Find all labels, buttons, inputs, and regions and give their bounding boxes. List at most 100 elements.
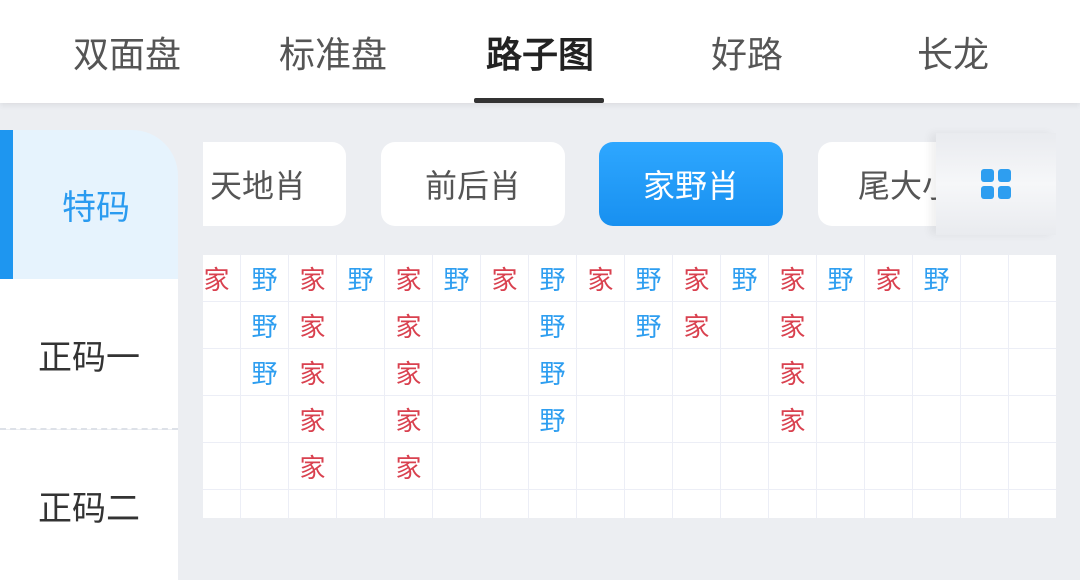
road-cell (913, 396, 961, 443)
road-cell (769, 443, 817, 490)
road-cell: 家 (289, 396, 337, 443)
road-cell (203, 396, 241, 443)
active-indicator (0, 130, 13, 279)
road-cell (913, 490, 961, 518)
road-cell (817, 443, 865, 490)
road-cell (529, 443, 577, 490)
road-cell: 野 (241, 302, 289, 349)
filter-jiaye[interactable]: 家野肖 (599, 142, 783, 226)
sidebar-item-label: 正码一 (38, 337, 140, 378)
road-cell: 家 (385, 396, 433, 443)
road-cell: 家 (577, 255, 625, 302)
road-cell: 野 (337, 255, 385, 302)
road-cell (577, 349, 625, 396)
road-cell (865, 396, 913, 443)
road-cell (1009, 349, 1056, 396)
road-cell (865, 443, 913, 490)
road-cell (241, 443, 289, 490)
road-cell: 家 (769, 302, 817, 349)
sidebar-item-tema[interactable]: 特码 (0, 130, 178, 279)
road-cell: 家 (769, 255, 817, 302)
road-cell: 家 (289, 349, 337, 396)
road-cell (673, 349, 721, 396)
road-cell (817, 302, 865, 349)
road-cell (433, 490, 481, 518)
grid-menu-button[interactable] (936, 133, 1056, 235)
filter-qianhou[interactable]: 前后肖 (381, 142, 565, 226)
road-cell (625, 396, 673, 443)
road-cell (481, 302, 529, 349)
road-cell: 野 (625, 255, 673, 302)
tab-3[interactable]: 好路 (710, 34, 783, 76)
road-cell: 家 (289, 302, 337, 349)
road-cell (1009, 255, 1056, 302)
road-cell: 野 (625, 302, 673, 349)
road-cell (865, 490, 913, 518)
road-cell: 家 (481, 255, 529, 302)
road-cell: 家 (673, 302, 721, 349)
road-cell (913, 443, 961, 490)
road-cell (337, 443, 385, 490)
road-cell (625, 490, 673, 518)
road-cell (433, 349, 481, 396)
filter-weidaxiao[interactable]: 尾大小 (818, 142, 936, 226)
road-board: 家野野野家家家家家野家家家家家野家野野野野家野野家家野家家家家野家野 (203, 255, 1056, 518)
road-cell: 家 (865, 255, 913, 302)
sidebar-item-zhengma-1[interactable]: 正码一 (0, 279, 178, 429)
road-cell (577, 302, 625, 349)
road-cell (481, 349, 529, 396)
grid-icon (981, 169, 1011, 199)
road-cell (721, 349, 769, 396)
road-cell (241, 396, 289, 443)
road-cell (913, 302, 961, 349)
road-cell (721, 490, 769, 518)
filter-label: 前后肖 (424, 167, 521, 205)
road-cell (577, 490, 625, 518)
road-cell (721, 443, 769, 490)
road-cell (961, 255, 1009, 302)
road-cell (1009, 302, 1056, 349)
sidebar: 特码 正码一 正码二 (0, 130, 178, 580)
filter-label: 家野肖 (642, 167, 739, 205)
road-cell (913, 349, 961, 396)
road-cell: 野 (529, 255, 577, 302)
road-cell (961, 302, 1009, 349)
road-cell (481, 396, 529, 443)
road-cell: 家 (385, 349, 433, 396)
sidebar-item-label: 正码二 (38, 488, 140, 529)
road-cell: 野 (529, 349, 577, 396)
road-cell (241, 490, 289, 518)
tab-2[interactable]: 路子图 (485, 34, 594, 76)
divider (0, 428, 178, 430)
road-cell: 野 (529, 302, 577, 349)
road-cell: 野 (241, 255, 289, 302)
road-cell: 野 (721, 255, 769, 302)
road-cell (625, 443, 673, 490)
active-tab-indicator (474, 98, 604, 103)
tab-4[interactable]: 长龙 (916, 34, 989, 76)
sidebar-item-label: 特码 (62, 188, 130, 228)
tab-1[interactable]: 标准盘 (278, 34, 387, 76)
filter-label: 天地肖 (209, 167, 306, 205)
road-cell (961, 443, 1009, 490)
road-cell (625, 349, 673, 396)
road-cell (481, 443, 529, 490)
road-cell (337, 490, 385, 518)
road-cell (673, 443, 721, 490)
sidebar-item-zhengma-2[interactable]: 正码二 (0, 430, 178, 580)
road-cell: 家 (385, 443, 433, 490)
road-cell (577, 396, 625, 443)
road-cell (1009, 490, 1056, 518)
filter-tiandi[interactable]: 天地肖 (203, 142, 346, 226)
road-cell (337, 349, 385, 396)
road-cell (721, 396, 769, 443)
road-cell: 家 (769, 396, 817, 443)
road-cell (817, 396, 865, 443)
road-cell (337, 302, 385, 349)
road-cell: 野 (241, 349, 289, 396)
road-cell (203, 302, 241, 349)
filter-scroller[interactable]: 天地肖 前后肖 家野肖 尾大小 (203, 142, 936, 226)
tab-0[interactable]: 双面盘 (72, 34, 181, 76)
road-cell (673, 490, 721, 518)
road-cell (337, 396, 385, 443)
